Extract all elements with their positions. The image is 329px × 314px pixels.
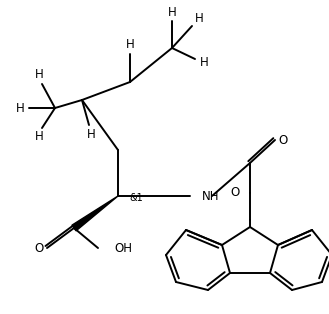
Text: H: H (15, 101, 24, 115)
Text: &1: &1 (129, 193, 143, 203)
Text: H: H (35, 131, 43, 143)
Text: H: H (35, 68, 43, 82)
Text: O: O (231, 187, 240, 199)
Text: H: H (200, 56, 208, 68)
Polygon shape (72, 196, 118, 231)
Text: H: H (195, 12, 203, 24)
Text: H: H (87, 127, 95, 140)
Text: NH: NH (202, 190, 219, 203)
Text: O: O (278, 133, 288, 147)
Text: H: H (167, 6, 176, 19)
Text: OH: OH (114, 241, 132, 255)
Text: H: H (126, 39, 134, 51)
Text: O: O (34, 241, 44, 255)
